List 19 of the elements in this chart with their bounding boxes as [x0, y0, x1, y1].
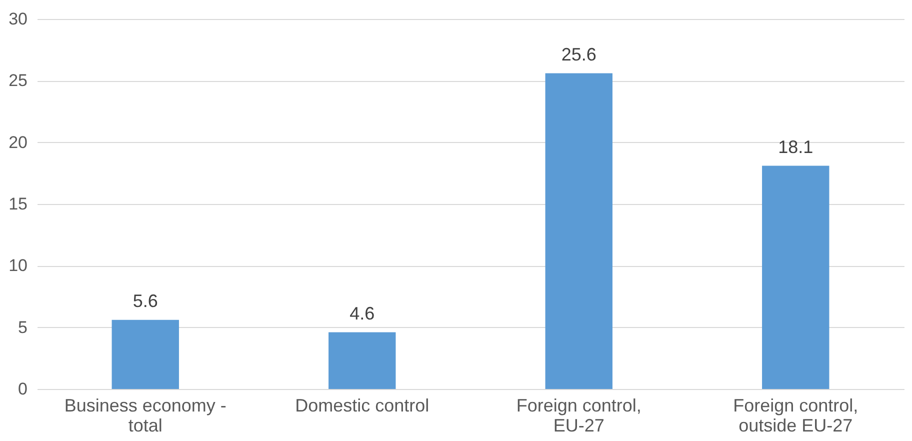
x-tick-label: Foreign control, EU-27: [516, 396, 642, 436]
bar: [328, 332, 396, 389]
data-label: 25.6: [561, 44, 596, 64]
x-tick-label: Business economy - total: [64, 396, 226, 436]
y-tick-label: 5: [18, 318, 28, 337]
y-tick-label: 20: [8, 132, 28, 152]
x-tick-label: Domestic control: [295, 396, 430, 416]
bar: [112, 320, 179, 389]
data-label: 5.6: [132, 290, 158, 311]
y-tick-label: 25: [8, 71, 28, 90]
y-tick-label: 15: [8, 194, 28, 214]
x-tick-label: Foreign control, outside EU-27: [733, 396, 858, 436]
y-tick-label: 30: [8, 10, 28, 28]
bar: [762, 166, 830, 389]
y-tick-label: 10: [8, 256, 28, 276]
bar: [545, 73, 612, 389]
y-tick-label: 0: [18, 380, 28, 398]
data-label: 18.1: [778, 136, 814, 157]
data-label: 4.6: [350, 303, 375, 324]
